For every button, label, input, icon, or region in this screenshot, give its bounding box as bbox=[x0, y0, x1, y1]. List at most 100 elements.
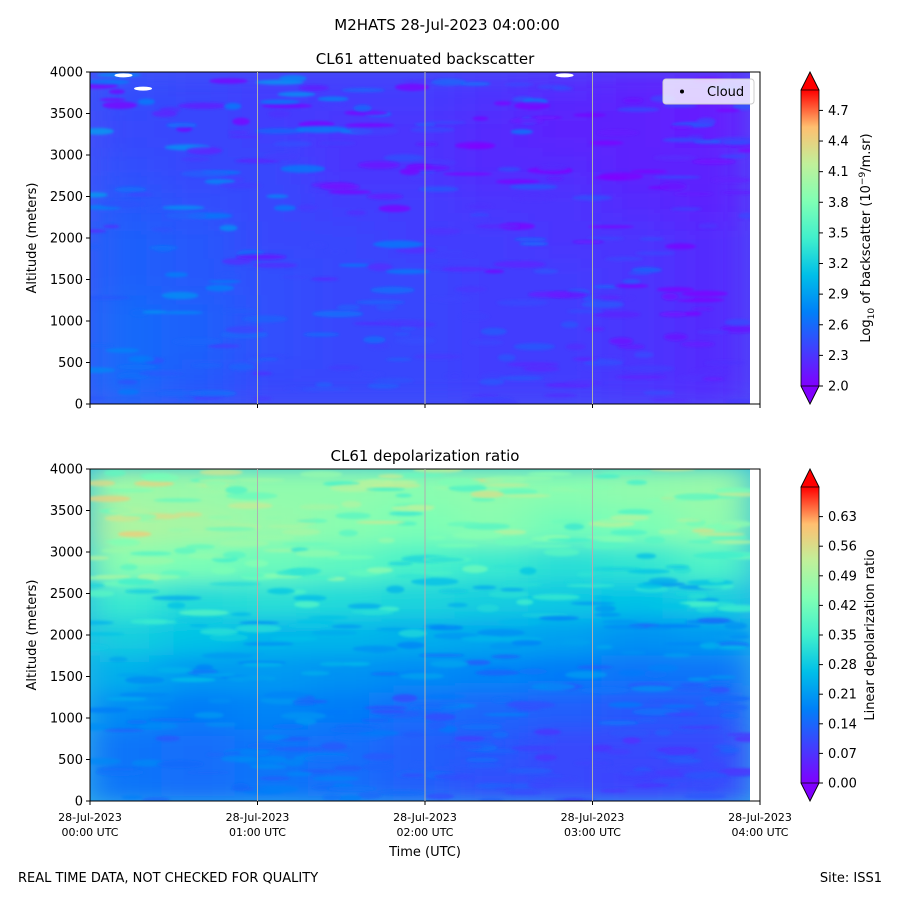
texture-mark bbox=[465, 757, 499, 763]
texture-mark bbox=[601, 619, 638, 624]
texture-mark bbox=[242, 662, 284, 667]
texture-mark bbox=[226, 675, 277, 682]
field-cell bbox=[454, 106, 532, 148]
texture-mark bbox=[191, 362, 223, 368]
texture-mark bbox=[391, 694, 418, 703]
texture-mark bbox=[697, 532, 746, 536]
texture-mark bbox=[443, 373, 467, 379]
texture-mark bbox=[599, 788, 627, 793]
depolarization-title: CL61 depolarization ratio bbox=[331, 447, 520, 465]
texture-mark bbox=[344, 110, 389, 116]
texture-mark bbox=[663, 653, 691, 658]
texture-mark bbox=[378, 204, 411, 213]
texture-mark bbox=[424, 713, 456, 721]
texture-mark bbox=[609, 337, 634, 346]
cloud-legend-label: Cloud bbox=[707, 85, 744, 100]
texture-mark bbox=[155, 735, 181, 742]
texture-mark bbox=[704, 700, 721, 706]
depolarization-colorbar-ticks: 0.00 0.07 0.14 0.21 0.28 0.35 0.42 0.49 0.56 0.63 bbox=[819, 510, 857, 792]
texture-mark bbox=[532, 776, 580, 782]
texture-mark bbox=[370, 672, 400, 676]
texture-mark bbox=[650, 469, 696, 472]
no-data-strip bbox=[750, 72, 760, 404]
texture-mark bbox=[472, 585, 497, 590]
texture-mark bbox=[294, 601, 320, 608]
texture-mark bbox=[325, 786, 377, 792]
texture-mark bbox=[90, 295, 131, 300]
field-cell bbox=[674, 469, 752, 508]
texture-mark bbox=[205, 284, 234, 292]
texture-mark bbox=[568, 485, 613, 490]
colorbar-tick-label: 3.8 bbox=[828, 196, 849, 211]
texture-mark bbox=[222, 551, 247, 560]
texture-mark bbox=[600, 471, 652, 476]
texture-mark bbox=[388, 561, 413, 566]
texture-mark bbox=[394, 83, 430, 91]
texture-mark bbox=[528, 291, 571, 298]
texture-mark bbox=[410, 577, 459, 586]
texture-mark bbox=[522, 366, 560, 372]
texture-mark bbox=[273, 204, 296, 211]
texture-mark bbox=[496, 299, 549, 307]
colorbar-tick-label: 0.21 bbox=[828, 688, 857, 703]
texture-mark bbox=[660, 704, 697, 708]
backscatter-panel: CL61 attenuated backscatter 0 500 1000 1500… bbox=[25, 50, 877, 413]
cloud-legend-marker bbox=[680, 89, 684, 94]
texture-mark bbox=[564, 579, 584, 584]
colorbar-tick-label: 0.56 bbox=[828, 540, 857, 555]
texture-mark bbox=[364, 705, 408, 710]
texture-mark bbox=[90, 79, 130, 85]
texture-mark bbox=[658, 529, 679, 535]
texture-mark bbox=[620, 650, 646, 655]
texture-mark bbox=[367, 193, 403, 200]
texture-mark bbox=[639, 237, 665, 241]
field-cell bbox=[381, 328, 459, 370]
texture-mark bbox=[374, 377, 414, 384]
texture-mark bbox=[395, 247, 437, 254]
texture-mark bbox=[493, 101, 512, 106]
texture-mark bbox=[131, 759, 164, 767]
texture-mark bbox=[593, 474, 621, 479]
texture-mark bbox=[370, 709, 406, 714]
texture-mark bbox=[349, 127, 399, 136]
texture-mark bbox=[590, 744, 613, 752]
texture-mark bbox=[90, 367, 116, 374]
texture-mark bbox=[367, 342, 390, 350]
texture-mark bbox=[365, 487, 406, 491]
texture-mark bbox=[488, 590, 529, 599]
texture-mark bbox=[90, 480, 116, 487]
texture-mark bbox=[138, 371, 185, 376]
texture-mark bbox=[138, 722, 179, 730]
texture-mark bbox=[670, 125, 694, 129]
depolarization-colorbar-label: Linear depolarization ratio bbox=[863, 549, 878, 720]
texture-mark bbox=[232, 117, 250, 126]
backscatter-ylabel: Altitude (meters) bbox=[25, 183, 40, 294]
texture-mark bbox=[314, 709, 349, 715]
texture-mark bbox=[689, 368, 730, 375]
texture-mark bbox=[310, 277, 339, 281]
texture-mark bbox=[320, 742, 347, 751]
texture-mark bbox=[493, 529, 527, 535]
texture-mark bbox=[698, 223, 719, 229]
texture-mark bbox=[246, 742, 282, 750]
colorbar-tick-label: 0.00 bbox=[828, 777, 857, 792]
y-tick-label: 0 bbox=[75, 795, 83, 810]
texture-mark bbox=[479, 378, 505, 386]
texture-mark bbox=[572, 113, 607, 117]
texture-mark bbox=[220, 308, 258, 314]
texture-mark bbox=[307, 615, 349, 620]
texture-mark bbox=[504, 82, 534, 87]
texture-mark bbox=[705, 361, 727, 368]
texture-mark bbox=[90, 620, 114, 625]
texture-mark bbox=[647, 664, 679, 672]
texture-mark bbox=[724, 318, 752, 326]
texture-mark bbox=[593, 284, 621, 289]
y-tick-label: 3500 bbox=[50, 107, 83, 122]
texture-mark bbox=[636, 718, 658, 723]
texture-mark bbox=[703, 631, 750, 636]
x-tick-label: 00:00 UTC bbox=[61, 826, 118, 839]
texture-mark bbox=[116, 364, 158, 370]
texture-mark bbox=[286, 623, 331, 629]
texture-mark bbox=[360, 718, 390, 723]
